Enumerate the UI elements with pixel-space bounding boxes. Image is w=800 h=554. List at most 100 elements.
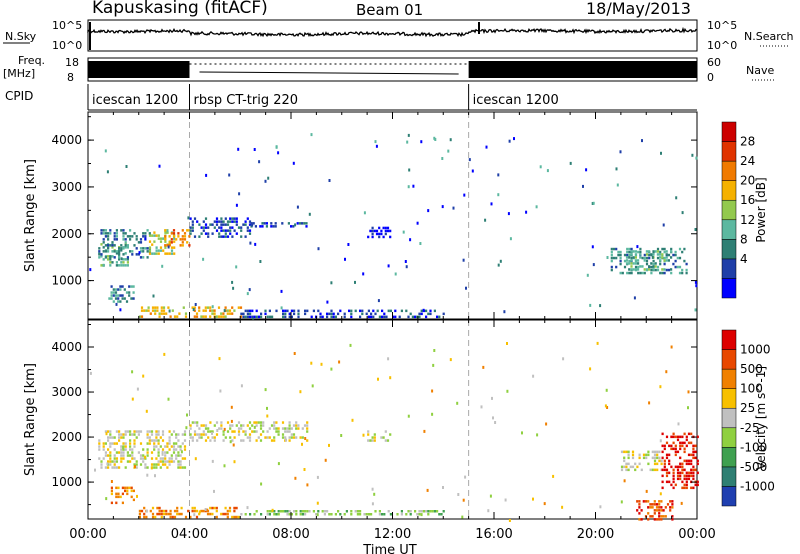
echo-cell bbox=[253, 315, 256, 319]
echo-cell bbox=[222, 430, 225, 433]
echo-cell bbox=[237, 515, 240, 519]
echo-cell bbox=[272, 225, 275, 228]
echo-cell bbox=[177, 466, 180, 469]
echo-cell bbox=[206, 512, 210, 516]
echo-cell bbox=[266, 315, 269, 319]
echo-cell bbox=[632, 250, 635, 253]
echo-cell bbox=[220, 235, 223, 238]
echo-cell bbox=[204, 315, 207, 318]
echo-cell bbox=[683, 477, 686, 481]
echo-cell bbox=[151, 512, 155, 516]
y-tick-label: 1000 bbox=[51, 274, 82, 288]
echo-cell bbox=[281, 433, 285, 436]
echo-cell bbox=[147, 306, 150, 309]
scatter-echo bbox=[497, 173, 500, 177]
echo-cell bbox=[191, 436, 194, 439]
echo-cell bbox=[128, 486, 131, 490]
echo-cell bbox=[122, 451, 125, 454]
echo-cell bbox=[637, 259, 640, 262]
scatter-echo bbox=[152, 294, 155, 298]
echo-cell bbox=[166, 445, 169, 448]
echo-cell bbox=[242, 424, 245, 427]
echo-cell bbox=[177, 451, 180, 454]
echo-cell bbox=[625, 462, 628, 466]
echo-cell bbox=[215, 509, 218, 513]
echo-cell bbox=[183, 433, 187, 436]
echo-cell bbox=[102, 445, 105, 448]
echo-cell bbox=[189, 515, 192, 519]
scatter-echo bbox=[377, 299, 380, 303]
scatter-echo bbox=[229, 440, 232, 444]
echo-cell bbox=[204, 226, 208, 229]
echo-cell bbox=[647, 506, 650, 509]
echo-cell bbox=[671, 515, 674, 518]
echo-cell bbox=[674, 453, 677, 457]
echo-cell bbox=[281, 222, 284, 225]
echo-cell bbox=[264, 436, 267, 439]
echo-cell bbox=[685, 471, 688, 475]
echo-cell bbox=[118, 451, 121, 454]
echo-cell bbox=[158, 512, 161, 516]
echo-cell bbox=[371, 226, 374, 230]
echo-cell bbox=[292, 424, 296, 427]
echo-cell bbox=[107, 439, 110, 442]
echo-cell bbox=[233, 309, 236, 312]
echo-cell bbox=[367, 430, 370, 433]
echo-cell bbox=[687, 432, 691, 436]
echo-cell bbox=[184, 315, 188, 318]
echo-cell bbox=[159, 457, 162, 460]
echo-cell bbox=[665, 435, 669, 439]
echo-cell bbox=[107, 436, 110, 439]
echo-cell bbox=[224, 512, 227, 516]
scatter-echo bbox=[670, 345, 673, 349]
echo-cell bbox=[672, 262, 675, 266]
echo-cell bbox=[658, 456, 661, 460]
scatter-echo bbox=[163, 352, 166, 356]
echo-cell bbox=[681, 271, 684, 275]
echo-cell bbox=[427, 510, 430, 513]
echo-cell bbox=[161, 460, 165, 463]
echo-cell bbox=[183, 235, 187, 238]
echo-cell bbox=[107, 238, 110, 241]
echo-cell bbox=[257, 436, 260, 439]
scatter-echo bbox=[641, 139, 643, 143]
echo-cell bbox=[407, 315, 410, 319]
echo-cell bbox=[112, 294, 115, 297]
echo-cell bbox=[610, 259, 613, 263]
nave-label: Nave bbox=[746, 64, 774, 77]
echo-cell bbox=[295, 427, 298, 430]
scatter-echo bbox=[161, 264, 164, 268]
echo-region-7 bbox=[636, 500, 674, 521]
echo-region-5 bbox=[250, 222, 308, 228]
x-tick-label: 08:00 bbox=[272, 527, 309, 542]
echo-cell bbox=[304, 513, 307, 516]
echo-cell bbox=[328, 312, 331, 316]
colorbar-segment bbox=[721, 278, 737, 299]
echo-cell bbox=[117, 300, 120, 303]
echo-cell bbox=[251, 315, 254, 319]
echo-cell bbox=[244, 235, 247, 238]
echo-cell bbox=[161, 463, 165, 466]
echo-cell bbox=[191, 306, 194, 309]
scatter-echo bbox=[223, 464, 226, 468]
echo-cell bbox=[233, 509, 236, 513]
echo-cell bbox=[202, 509, 205, 513]
echo-cell bbox=[281, 427, 285, 430]
echo-cell bbox=[371, 229, 374, 233]
echo-cell bbox=[378, 232, 381, 236]
echo-cell bbox=[187, 509, 190, 513]
echo-cell bbox=[634, 262, 637, 265]
echo-cell bbox=[224, 506, 227, 510]
echo-cell bbox=[248, 439, 252, 442]
echo-cell bbox=[133, 442, 136, 445]
echo-cell bbox=[645, 253, 648, 256]
colorbar-label: Velocity [m s^-1] bbox=[754, 366, 768, 470]
scatter-echo bbox=[677, 422, 680, 426]
echo-cell bbox=[656, 250, 659, 253]
echo-cell bbox=[409, 510, 412, 513]
echo-cell bbox=[306, 424, 309, 427]
echo-cell bbox=[244, 513, 247, 516]
echo-cell bbox=[115, 460, 118, 463]
scatter-echo bbox=[194, 303, 197, 306]
echo-cell bbox=[264, 312, 267, 316]
